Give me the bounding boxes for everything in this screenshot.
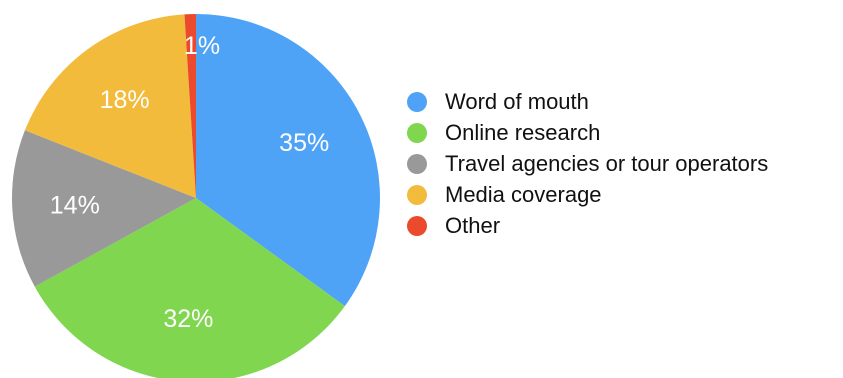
- legend-swatch-other: [407, 215, 427, 236]
- legend-item-media-coverage: Media coverage: [407, 179, 768, 210]
- legend-item-online-research: Online research: [407, 117, 768, 148]
- pie-slice-online-research: [34, 198, 345, 378]
- legend-swatch-word-of-mouth: [407, 91, 427, 112]
- legend-label-media-coverage: Media coverage: [445, 181, 602, 207]
- legend-label-word-of-mouth: Word of mouth: [445, 88, 589, 114]
- legend-swatch-online-research: [407, 122, 427, 143]
- slice-label-media-coverage: 18%: [100, 86, 150, 114]
- slice-label-online-research: 32%: [163, 305, 213, 333]
- pie-slice-media-coverage: [24, 14, 197, 198]
- pie-slice-word-of-mouth: [196, 14, 380, 307]
- pie-slice-travel-agencies-or-tour-operators: [12, 130, 197, 287]
- legend-label-online-research: Online research: [445, 119, 601, 145]
- pie-slice-labels: 35% 32% 14% 18% 1%: [50, 32, 329, 333]
- pie-slices: [12, 13, 380, 378]
- legend-swatch-media-coverage: [407, 184, 427, 205]
- legend-label-other: Other: [445, 212, 501, 238]
- legend-label-travel-agencies: Travel agencies or tour operators: [445, 150, 769, 176]
- slice-label-travel-agencies-or-tour-operators: 14%: [50, 192, 100, 220]
- slice-label-word-of-mouth: 35%: [279, 129, 329, 157]
- legend-swatch-travel-agencies: [407, 153, 427, 174]
- legend-item-other: Other: [407, 210, 768, 241]
- legend-item-travel-agencies: Travel agencies or tour operators: [407, 148, 768, 179]
- legend-item-word-of-mouth: Word of mouth: [407, 86, 768, 117]
- chart-legend: Word of mouth Online research Travel age…: [407, 86, 768, 241]
- slice-label-other: 1%: [184, 32, 220, 60]
- pie-slice-other: [184, 13, 196, 198]
